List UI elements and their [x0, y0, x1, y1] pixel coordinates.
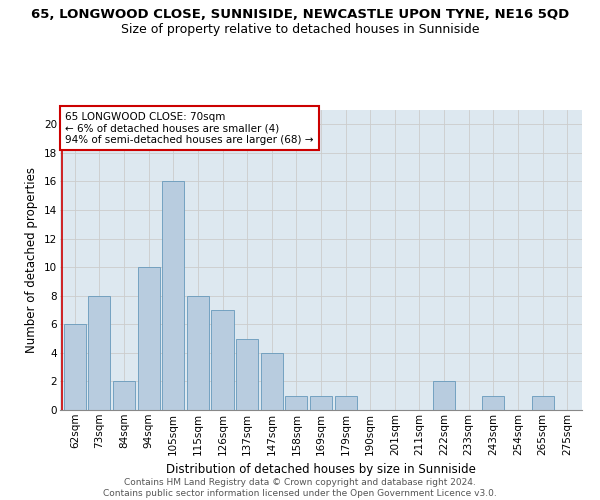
Text: 65, LONGWOOD CLOSE, SUNNISIDE, NEWCASTLE UPON TYNE, NE16 5QD: 65, LONGWOOD CLOSE, SUNNISIDE, NEWCASTLE…: [31, 8, 569, 20]
Bar: [236, 338, 258, 410]
Bar: [532, 396, 554, 410]
Bar: [64, 324, 86, 410]
Bar: [88, 296, 110, 410]
Bar: [433, 382, 455, 410]
Bar: [162, 182, 184, 410]
Bar: [335, 396, 357, 410]
Y-axis label: Number of detached properties: Number of detached properties: [25, 167, 38, 353]
Text: 65 LONGWOOD CLOSE: 70sqm
← 6% of detached houses are smaller (4)
94% of semi-det: 65 LONGWOOD CLOSE: 70sqm ← 6% of detache…: [65, 112, 314, 144]
Bar: [260, 353, 283, 410]
Bar: [113, 382, 135, 410]
Bar: [137, 267, 160, 410]
Bar: [187, 296, 209, 410]
X-axis label: Distribution of detached houses by size in Sunniside: Distribution of detached houses by size …: [166, 463, 476, 476]
Bar: [310, 396, 332, 410]
Bar: [285, 396, 307, 410]
Text: Contains HM Land Registry data © Crown copyright and database right 2024.
Contai: Contains HM Land Registry data © Crown c…: [103, 478, 497, 498]
Bar: [482, 396, 505, 410]
Bar: [211, 310, 233, 410]
Text: Size of property relative to detached houses in Sunniside: Size of property relative to detached ho…: [121, 22, 479, 36]
